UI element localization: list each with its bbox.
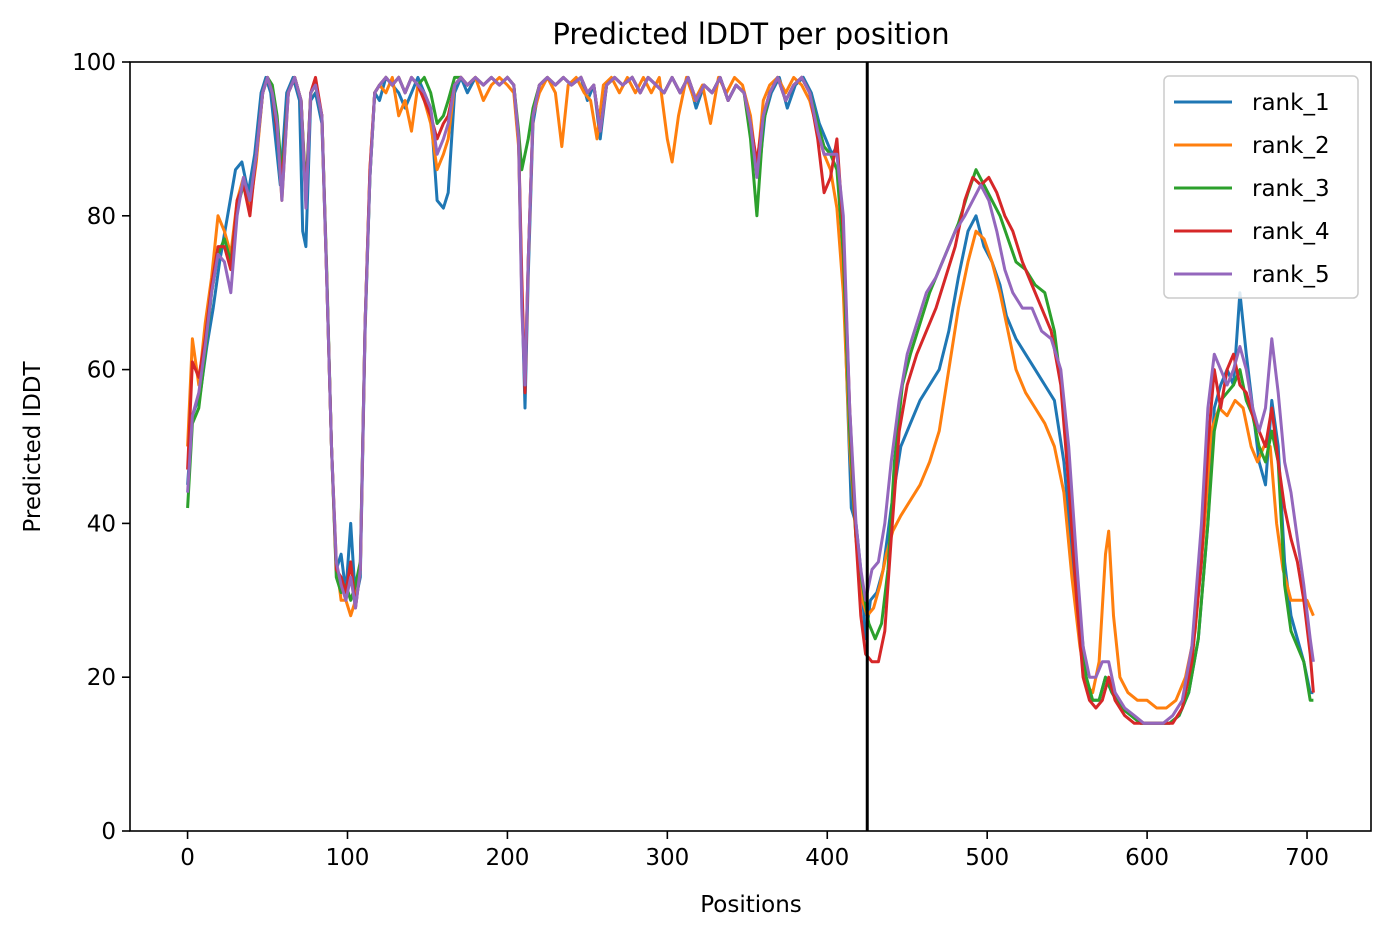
y-tick-label-1: 20: [87, 665, 116, 691]
y-tick-label-4: 80: [87, 204, 116, 230]
y-tick-label-2: 40: [87, 511, 116, 537]
legend-box: [1163, 75, 1359, 299]
chart-title: Predicted lDDT per position: [552, 17, 949, 51]
y-tick-label-5: 100: [72, 50, 116, 76]
x-tick-label-5: 500: [965, 845, 1009, 871]
x-axis-label: Positions: [700, 892, 802, 918]
y-ticks: 0 20 40 60 80 100: [72, 50, 130, 845]
plot-frame: [129, 61, 1372, 832]
series-group: [186, 75, 1315, 725]
x-tick-label-2: 200: [485, 845, 529, 871]
y-tick-label-3: 60: [87, 358, 116, 384]
x-tick-label-0: 0: [180, 845, 195, 871]
series-line-rank_5: [186, 75, 1315, 725]
x-tick-label-7: 700: [1285, 845, 1329, 871]
legend-label-rank_4: rank_4: [1252, 219, 1330, 245]
x-tick-label-1: 100: [326, 845, 370, 871]
y-tick-label-0: 0: [101, 819, 116, 845]
y-axis-label: Predicted lDDT: [20, 360, 46, 532]
legend-label-rank_2: rank_2: [1252, 133, 1330, 159]
legend: rank_1 rank_2 rank_3 rank_4 rank_5: [1163, 75, 1359, 299]
x-ticks: 0 100 200 300 400 500 600 700: [180, 831, 1329, 871]
x-tick-label-6: 600: [1125, 845, 1169, 871]
legend-label-rank_1: rank_1: [1252, 90, 1330, 116]
legend-label-rank_5: rank_5: [1252, 262, 1330, 288]
x-tick-label-4: 400: [805, 845, 849, 871]
x-tick-label-3: 300: [645, 845, 689, 871]
legend-label-rank_3: rank_3: [1252, 176, 1330, 202]
